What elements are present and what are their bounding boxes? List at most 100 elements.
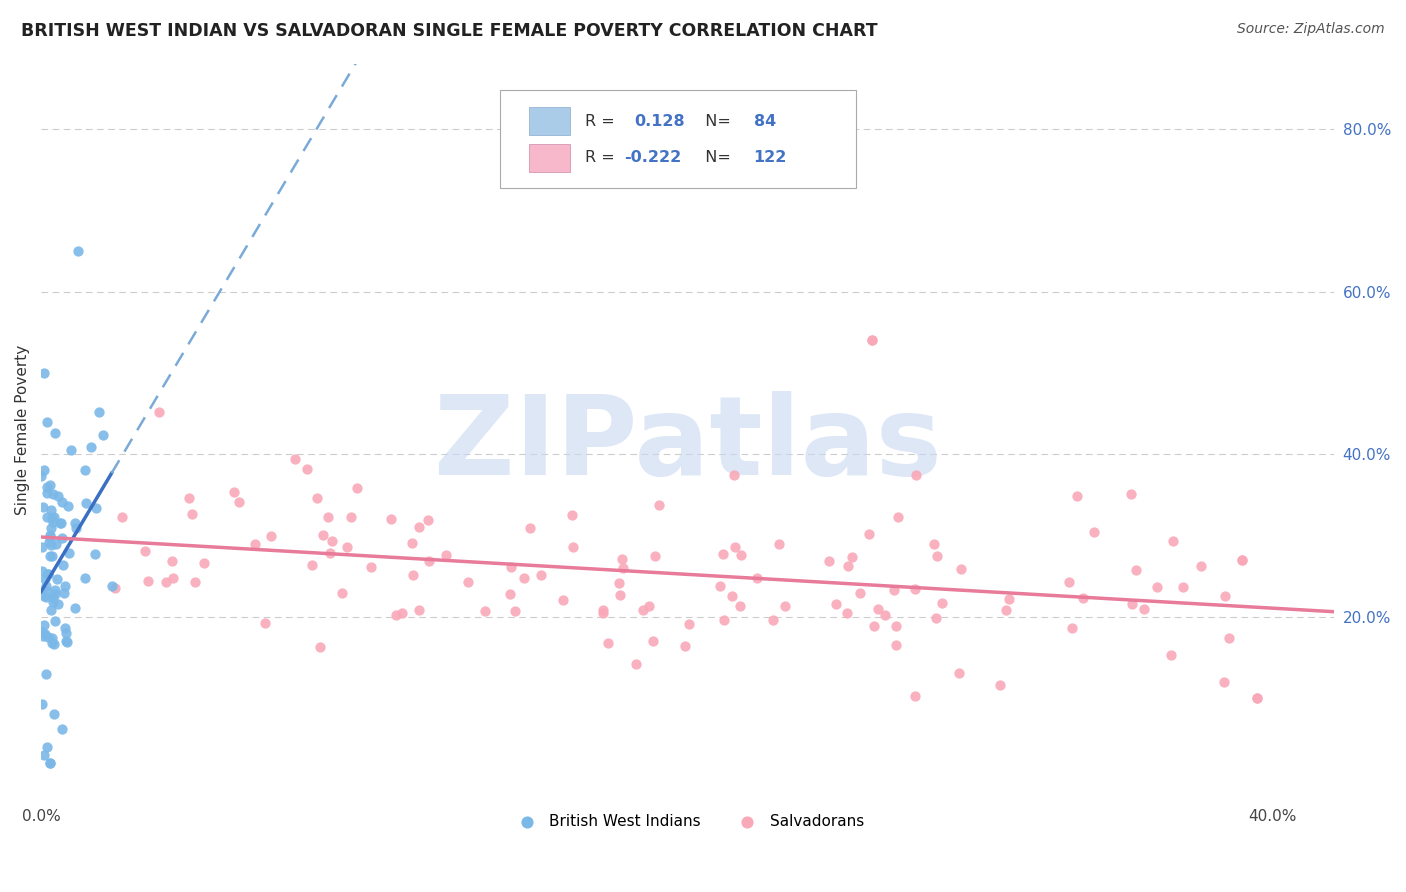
FancyBboxPatch shape	[501, 90, 856, 188]
Point	[39, 530, 62, 544]
Point	[321, 533, 343, 548]
Point	[260, 529, 283, 543]
Point	[408, 602, 430, 616]
Point	[904, 690, 927, 704]
Point	[75, 463, 97, 477]
Point	[31, 625, 53, 640]
Point	[561, 508, 583, 523]
Point	[63, 516, 86, 531]
Point	[873, 607, 896, 622]
Point	[884, 638, 907, 652]
Text: R =: R =	[585, 150, 620, 165]
Point	[949, 562, 972, 576]
Point	[316, 510, 339, 524]
Point	[75, 496, 97, 510]
Point	[988, 678, 1011, 692]
Point	[35, 584, 58, 599]
Text: N=: N=	[696, 150, 737, 165]
Point	[1218, 632, 1240, 646]
Point	[35, 510, 58, 524]
Point	[41, 510, 63, 524]
Point	[1246, 690, 1268, 705]
Point	[41, 636, 63, 650]
Point	[34, 579, 56, 593]
Point	[224, 484, 246, 499]
Point	[35, 666, 58, 681]
Point	[402, 568, 425, 582]
Point	[67, 244, 90, 258]
Point	[678, 616, 700, 631]
Point	[87, 405, 110, 419]
Point	[997, 592, 1019, 607]
Point	[45, 537, 67, 551]
Point	[723, 540, 745, 554]
Point	[607, 575, 630, 590]
Point	[609, 589, 631, 603]
Point	[155, 574, 177, 589]
Text: -0.222: -0.222	[624, 150, 682, 165]
Point	[723, 468, 745, 483]
Text: 0.128: 0.128	[634, 113, 685, 128]
Point	[63, 601, 86, 615]
Point	[391, 606, 413, 620]
Point	[111, 510, 134, 524]
Point	[104, 581, 127, 595]
Point	[994, 603, 1017, 617]
Point	[648, 498, 671, 512]
Point	[32, 589, 55, 603]
Point	[42, 706, 65, 721]
Point	[474, 604, 496, 618]
Point	[1161, 533, 1184, 548]
Point	[48, 516, 70, 531]
Point	[457, 574, 479, 589]
Point	[46, 597, 69, 611]
Point	[1189, 559, 1212, 574]
Point	[181, 507, 204, 521]
Point	[860, 334, 883, 348]
Point	[709, 579, 731, 593]
Point	[309, 640, 332, 654]
Point	[228, 495, 250, 509]
Point	[134, 544, 156, 558]
Point	[38, 528, 60, 542]
Point	[883, 582, 905, 597]
Point	[91, 428, 114, 442]
Point	[39, 503, 62, 517]
Point	[34, 626, 56, 640]
Point	[596, 636, 619, 650]
Point	[60, 442, 83, 457]
Point	[51, 495, 73, 509]
Point	[530, 568, 553, 582]
Point	[1121, 597, 1143, 611]
Point	[284, 451, 307, 466]
Point	[52, 558, 75, 572]
Point	[44, 583, 66, 598]
Point	[65, 521, 87, 535]
Point	[41, 521, 63, 535]
Point	[42, 510, 65, 524]
Point	[904, 582, 927, 596]
Point	[32, 618, 55, 632]
Point	[1160, 648, 1182, 662]
Point	[184, 575, 207, 590]
Point	[31, 697, 53, 711]
Point	[148, 405, 170, 419]
Point	[312, 528, 335, 542]
Point	[37, 630, 59, 644]
Point	[631, 603, 654, 617]
Point	[52, 586, 75, 600]
Point	[162, 571, 184, 585]
FancyBboxPatch shape	[529, 144, 569, 171]
Point	[513, 571, 536, 585]
Point	[416, 513, 439, 527]
Point	[56, 499, 79, 513]
Point	[32, 366, 55, 380]
Point	[931, 596, 953, 610]
Point	[37, 415, 59, 429]
Point	[837, 559, 859, 574]
Point	[592, 603, 614, 617]
Point	[592, 606, 614, 620]
Point	[83, 547, 105, 561]
Point	[42, 486, 65, 500]
Point	[825, 597, 848, 611]
